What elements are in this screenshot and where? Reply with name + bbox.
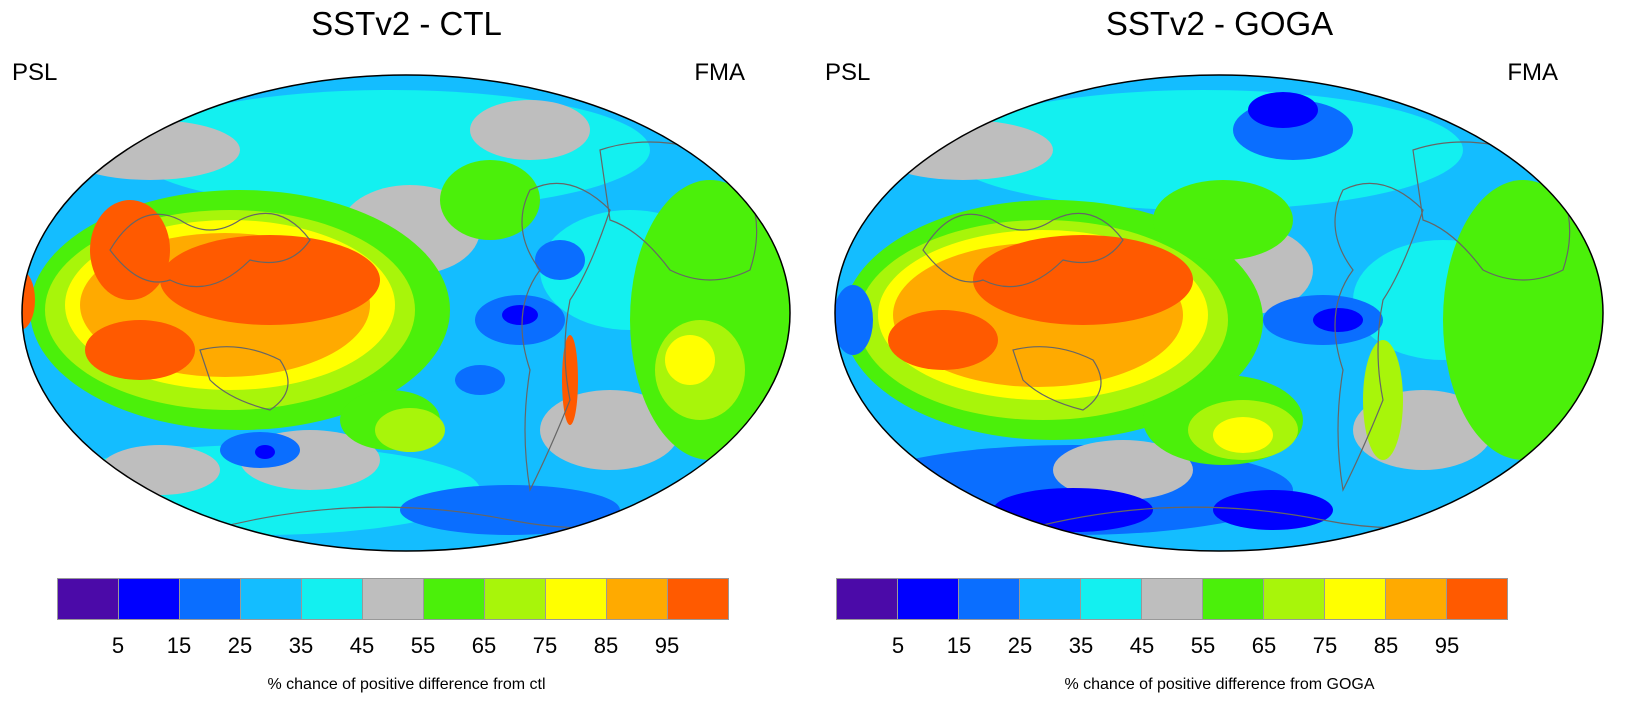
- season-label: FMA: [1507, 59, 1558, 86]
- colorbar-tick: 65: [1251, 633, 1277, 658]
- colorbar-tick: 5: [111, 633, 125, 658]
- colorbar-tick: 55: [410, 633, 436, 658]
- colorbar-swatch: [1446, 578, 1508, 620]
- colorbar-tick: 35: [1068, 633, 1094, 658]
- season-label: FMA: [694, 59, 745, 86]
- colorbar-tick: 25: [1007, 633, 1033, 658]
- world-map: [834, 74, 1604, 552]
- panel-title: SSTv2 - CTL: [311, 5, 502, 42]
- colorbar-tick: 45: [1129, 633, 1155, 658]
- colorbar-swatch: [423, 578, 485, 620]
- colorbar-swatch: [179, 578, 241, 620]
- colorbar-tick: 95: [654, 633, 680, 658]
- colorbar-swatch: [362, 578, 424, 620]
- colorbar-swatch: [118, 578, 180, 620]
- colorbar-tick: 25: [227, 633, 253, 658]
- colorbar-caption: % chance of positive difference from GOG…: [1064, 676, 1375, 693]
- colorbar-tick: 75: [1312, 633, 1338, 658]
- colorbar-swatch: [1019, 578, 1081, 620]
- variable-label: PSL: [12, 59, 58, 86]
- colorbar-tick: 15: [166, 633, 192, 658]
- colorbar-swatch: [606, 578, 668, 620]
- world-map: [21, 74, 791, 552]
- colorbar-swatch: [545, 578, 607, 620]
- colorbar-swatch: [1141, 578, 1203, 620]
- colorbar-swatch: [1324, 578, 1386, 620]
- colorbar-tick: 95: [1434, 633, 1460, 658]
- colorbar: [836, 578, 1536, 622]
- colorbar-tick: 85: [1373, 633, 1399, 658]
- colorbar-tick: 15: [946, 633, 972, 658]
- colorbar-swatch: [1080, 578, 1142, 620]
- panel-ctl: SSTv2 - CTL PSL FMA: [12, 5, 791, 693]
- colorbar-swatch: [484, 578, 546, 620]
- colorbar-swatch: [1385, 578, 1447, 620]
- colorbar-swatch: [1263, 578, 1325, 620]
- colorbar-tick: 5: [891, 633, 905, 658]
- colorbar-tick: 35: [288, 633, 314, 658]
- colorbar-tick: 55: [1190, 633, 1216, 658]
- colorbar-swatch: [240, 578, 302, 620]
- colorbar-swatch: [57, 578, 119, 620]
- colorbar-caption: % chance of positive difference from ctl: [267, 676, 546, 693]
- colorbar-swatch: [301, 578, 363, 620]
- colorbar-swatch: [1202, 578, 1264, 620]
- colorbar-tick: 75: [532, 633, 558, 658]
- colorbar-tick: 85: [593, 633, 619, 658]
- colorbar-tick: 45: [349, 633, 375, 658]
- colorbar-swatch: [897, 578, 959, 620]
- panel-goga: SSTv2 - GOGA PSL FMA: [813, 0, 1626, 702]
- colorbar-swatch: [958, 578, 1020, 620]
- colorbar-swatch: [836, 578, 898, 620]
- panel-title: SSTv2 - GOGA: [1105, 5, 1334, 42]
- colorbar-swatch: [667, 578, 729, 620]
- colorbar: [57, 578, 757, 622]
- variable-label: PSL: [825, 59, 871, 86]
- colorbar-tick: 65: [471, 633, 497, 658]
